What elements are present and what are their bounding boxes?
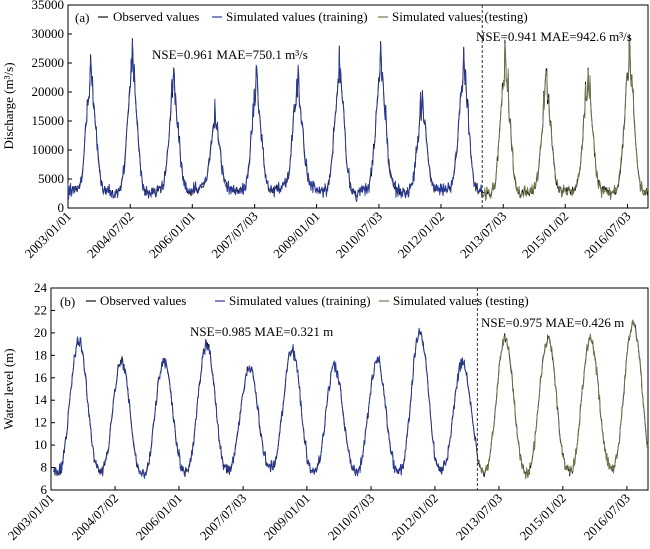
legend-testing-label: Simulated values (testing) [392, 9, 528, 24]
y-tick-label: 18 [34, 347, 47, 362]
panel-a-plot-frame [67, 4, 649, 209]
legend-observed-label: Observed values [100, 293, 186, 308]
x-tick-label: 2003/01/01 [5, 491, 57, 543]
legend-observed-label: Observed values [113, 9, 199, 24]
panel-b-testing-metrics: NSE=0.975 MAE=0.426 m [481, 315, 624, 330]
x-tick-label: 2015/01/02 [519, 209, 571, 261]
x-tick-label: 2016/07/03 [581, 209, 633, 261]
panel-b-training-metrics: NSE=0.985 MAE=0.321 m [190, 324, 333, 339]
y-tick-label: 30000 [32, 26, 65, 41]
y-tick-label: 10000 [32, 142, 65, 157]
x-tick-label: 2012/01/02 [395, 209, 447, 261]
x-tick-label: 2006/01/01 [133, 491, 185, 543]
y-tick-label: 16 [34, 370, 48, 385]
x-tick-label: 2015/01/02 [516, 491, 568, 543]
panel-b-plot-frame [50, 287, 649, 491]
x-tick-label: 2007/07/03 [208, 209, 260, 261]
series-testing-line [477, 319, 649, 480]
x-tick-label: 2010/07/03 [325, 491, 377, 543]
x-tick-label: 2003/01/01 [22, 209, 74, 261]
panel-a-training-metrics: NSE=0.961 MAE=750.1 m³/s [152, 47, 308, 62]
series-testing-line [481, 37, 649, 201]
x-tick-label: 2012/01/02 [389, 491, 441, 543]
y-tick-label: 24 [34, 280, 48, 295]
y-tick-label: 25000 [32, 55, 65, 70]
legend-training-label: Simulated values (training) [226, 9, 368, 24]
x-tick-label: 2007/07/03 [197, 491, 249, 543]
series-training-line [67, 40, 483, 203]
panel-a-legend: Observed values Simulated values (traini… [98, 9, 528, 24]
y-tick-label: 14 [34, 392, 48, 407]
panel-a-y-axis-label: Discharge (m³/s) [1, 62, 16, 149]
x-tick-label: 2006/01/01 [146, 209, 198, 261]
legend-training-label: Simulated values (training) [229, 293, 371, 308]
panel-b-label: (b) [60, 294, 75, 309]
x-tick-label: 2004/07/02 [69, 491, 121, 543]
x-tick-label: 2013/07/03 [457, 209, 509, 261]
y-tick-label: 22 [34, 302, 47, 317]
panel-a-testing-metrics: NSE=0.941 MAE=942.6 m³/s [476, 29, 632, 44]
y-tick-label: 8 [41, 460, 48, 475]
y-tick-label: 12 [34, 415, 47, 430]
y-tick-label: 15000 [32, 113, 65, 128]
x-tick-label: 2010/07/03 [333, 209, 385, 261]
y-tick-label: 0 [58, 200, 65, 215]
series-observed-line [53, 319, 649, 478]
series-training-line [53, 327, 478, 479]
y-tick-label: 20000 [32, 84, 65, 99]
x-tick-label: 2009/01/01 [260, 491, 312, 543]
x-tick-label: 2016/07/03 [581, 491, 633, 543]
y-tick-label: 35000 [32, 0, 65, 12]
x-tick-label: 2004/07/02 [84, 209, 136, 261]
y-tick-label: 5000 [38, 171, 64, 186]
panel-a-label: (a) [75, 10, 89, 25]
legend-testing-label: Simulated values (testing) [393, 293, 529, 308]
y-tick-label: 10 [34, 437, 47, 452]
panel-b-y-axis-label: Water level (m) [1, 348, 16, 429]
x-tick-label: 2009/01/01 [270, 209, 322, 261]
panel-a-discharge-chart: 0 5000 10000 15000 20000 25000 30000 35000 2003… [1, 0, 649, 261]
y-tick-label: 20 [34, 325, 47, 340]
panel-b-legend: Observed values Simulated values (traini… [86, 293, 529, 308]
y-tick-label: 6 [41, 482, 48, 497]
x-tick-label: 2013/07/03 [453, 491, 505, 543]
